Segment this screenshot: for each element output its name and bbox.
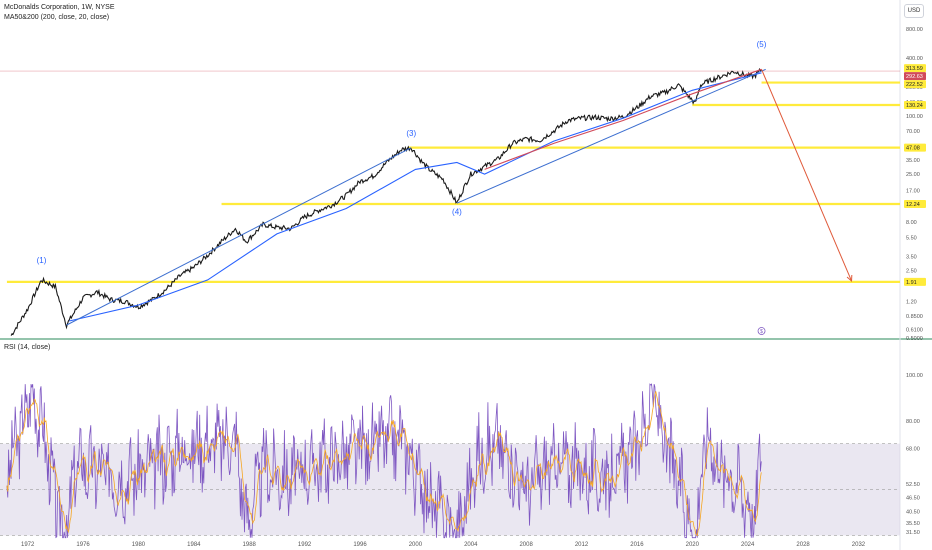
time-tick-label: 2000	[409, 542, 423, 548]
rsi-moving-average	[6, 391, 762, 537]
currency-badge[interactable]: USD	[904, 4, 924, 18]
price-label-bg	[904, 200, 926, 209]
price-label-tag: 222.52	[904, 80, 926, 89]
price-tick-label: 1.20	[906, 299, 917, 305]
price-tick-label: 0.5000	[906, 336, 923, 342]
rsi-axis[interactable]: 100.00 80.00 68.00 52.50 46.50 40.50 35.50 31.5…	[906, 373, 923, 536]
price-tick-label: 2.50	[906, 269, 917, 275]
time-tick-label: 2004	[464, 542, 478, 548]
moving-average-red	[484, 68, 762, 170]
rsi-tick-label: 40.50	[906, 509, 920, 515]
time-tick-label: 1984	[187, 542, 201, 548]
price-label-text: 1.91	[906, 280, 917, 286]
price-label-bg	[904, 143, 926, 152]
rsi-legend: RSI (14, close)	[4, 344, 51, 351]
price-label-bg	[904, 80, 926, 89]
moving-average-blue	[69, 72, 762, 322]
time-tick-label: 2012	[575, 542, 589, 548]
price-label-bg	[904, 277, 926, 286]
price-pane[interactable]: (1) (3) (4) (5) $	[0, 40, 900, 336]
indicator-legend: MA50&200 (200, close, 20, close)	[4, 14, 110, 21]
price-tick-label: 0.6100	[906, 328, 923, 334]
price-tick-label: 3.50	[906, 254, 917, 260]
price-axis[interactable]: 800.00400.00200.00140.00100.0070.0035.00…	[904, 27, 926, 342]
projection-arrow	[761, 69, 852, 282]
rsi-tick-label: 68.00	[906, 446, 920, 452]
wave-label: (1)	[37, 256, 47, 265]
dividend-marker	[757, 327, 766, 335]
rsi-tick-label: 31.50	[906, 530, 920, 536]
price-label-text: 130.24	[906, 103, 923, 109]
price-tick-label: 100.00	[906, 114, 923, 120]
price-tick-label: 400.00	[906, 56, 923, 62]
rsi-tick-label: 80.00	[906, 419, 920, 425]
price-tick-label: 70.00	[906, 129, 920, 135]
time-tick-label: 2016	[630, 542, 644, 548]
price-tick-label: 800.00	[906, 27, 923, 33]
trendline	[66, 147, 412, 326]
price-label-bg	[904, 72, 926, 81]
rsi-pane[interactable]	[0, 383, 900, 539]
dividend-marker-label: $	[760, 329, 763, 335]
price-label-text: 292.63	[906, 74, 923, 80]
projection-arrow-head	[846, 274, 853, 283]
wave-label: (3)	[406, 129, 416, 138]
time-axis[interactable]: 1972 1976 1980 1984 1988 1992 1996 2000 2004 2008…	[21, 542, 866, 548]
time-tick-label: 2020	[686, 542, 700, 548]
rsi-tick-label: 100.00	[906, 373, 923, 379]
time-tick-label: 1992	[298, 542, 312, 548]
price-label-bg	[904, 100, 926, 109]
chart-title: McDonalds Corporation, 1W, NYSE	[4, 4, 115, 11]
wave-label: (4)	[452, 208, 462, 217]
time-tick-label: 1976	[76, 542, 90, 548]
price-tick-label: 8.00	[906, 220, 917, 226]
time-tick-label: 1996	[353, 542, 367, 548]
price-label-tag: 292.63	[904, 72, 926, 81]
time-tick-label: 2028	[796, 542, 810, 548]
time-tick-label: 2024	[741, 542, 755, 548]
price-label-bg	[904, 64, 926, 73]
price-label-tag: 12.24	[904, 200, 926, 209]
price-label-tag: 130.24	[904, 100, 926, 109]
rsi-tick-label: 35.50	[906, 521, 920, 527]
price-label-text: 222.52	[906, 82, 923, 88]
trendline	[456, 68, 766, 204]
price-label-tag: 1.91	[904, 277, 926, 286]
time-tick-label: 1980	[132, 542, 146, 548]
time-tick-label: 1972	[21, 542, 35, 548]
price-label-text: 12.24	[906, 202, 920, 208]
price-label-text: 47.08	[906, 146, 920, 152]
price-label-tag: 47.08	[904, 143, 926, 152]
rsi-line	[6, 383, 762, 539]
rsi-tick-label: 52.50	[906, 482, 920, 488]
time-tick-label: 2008	[519, 542, 533, 548]
time-tick-label: 2032	[852, 542, 866, 548]
price-tick-label: 5.50	[906, 236, 917, 242]
price-tick-label: 17.00	[906, 188, 920, 194]
price-tick-label: 0.8500	[906, 314, 923, 320]
rsi-tick-label: 46.50	[906, 496, 920, 502]
price-tick-label: 25.00	[906, 172, 920, 178]
price-label-tag: 313.59	[904, 64, 926, 73]
wave-label: (5)	[757, 40, 767, 49]
time-tick-label: 1988	[243, 542, 257, 548]
price-tick-label: 35.00	[906, 158, 920, 164]
price-label-text: 313.59	[906, 66, 923, 72]
